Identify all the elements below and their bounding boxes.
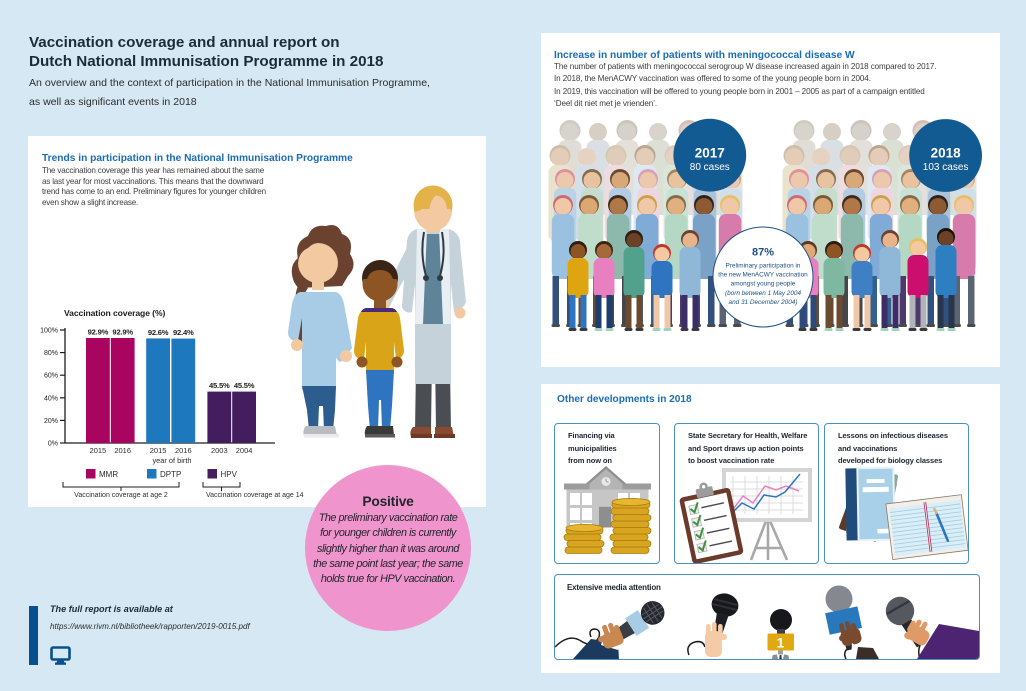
svg-text:1: 1 <box>777 635 785 651</box>
svg-text:2017: 2017 <box>695 146 725 161</box>
svg-text:HPV: HPV <box>221 470 238 479</box>
svg-text:45.5%: 45.5% <box>234 381 255 390</box>
svg-text:Preliminary participation in: Preliminary participation in <box>726 263 801 270</box>
svg-text:2016: 2016 <box>114 446 131 455</box>
svg-text:92.6%: 92.6% <box>148 328 169 337</box>
svg-text:2003: 2003 <box>211 446 228 455</box>
svg-text:Vaccination coverage at age 14: Vaccination coverage at age 14 <box>206 492 304 499</box>
svg-text:2016: 2016 <box>175 446 192 455</box>
svg-text:92.9%: 92.9% <box>88 328 109 337</box>
svg-text:DPTP: DPTP <box>160 470 181 479</box>
svg-text:92.9%: 92.9% <box>112 328 133 337</box>
svg-text:40%: 40% <box>44 395 58 402</box>
svg-text:2015: 2015 <box>90 446 107 455</box>
svg-text:2015: 2015 <box>150 446 167 455</box>
svg-text:year of birth: year of birth <box>152 456 191 465</box>
svg-text:(born between 1 May 2004: (born between 1 May 2004 <box>725 290 801 297</box>
svg-text:the new MenACWY vaccination: the new MenACWY vaccination <box>718 272 808 279</box>
svg-text:60%: 60% <box>44 373 58 380</box>
svg-text:amongst young people: amongst young people <box>731 281 796 288</box>
svg-text:2018: 2018 <box>931 146 962 161</box>
svg-text:103 cases: 103 cases <box>923 162 969 173</box>
svg-text:87%: 87% <box>752 247 774 259</box>
svg-text:100%: 100% <box>40 328 58 335</box>
svg-text:and 31 December 2004): and 31 December 2004) <box>729 299 798 306</box>
svg-text:45.5%: 45.5% <box>209 381 230 390</box>
svg-text:92.4%: 92.4% <box>173 328 194 337</box>
svg-text:20%: 20% <box>44 418 58 425</box>
svg-text:80 cases: 80 cases <box>690 162 730 173</box>
svg-text:80%: 80% <box>44 350 58 357</box>
svg-text:2004: 2004 <box>236 446 253 455</box>
svg-text:MMR: MMR <box>99 470 118 479</box>
svg-text:0%: 0% <box>48 441 58 448</box>
svg-text:Vaccination coverage at age 2: Vaccination coverage at age 2 <box>74 492 168 499</box>
